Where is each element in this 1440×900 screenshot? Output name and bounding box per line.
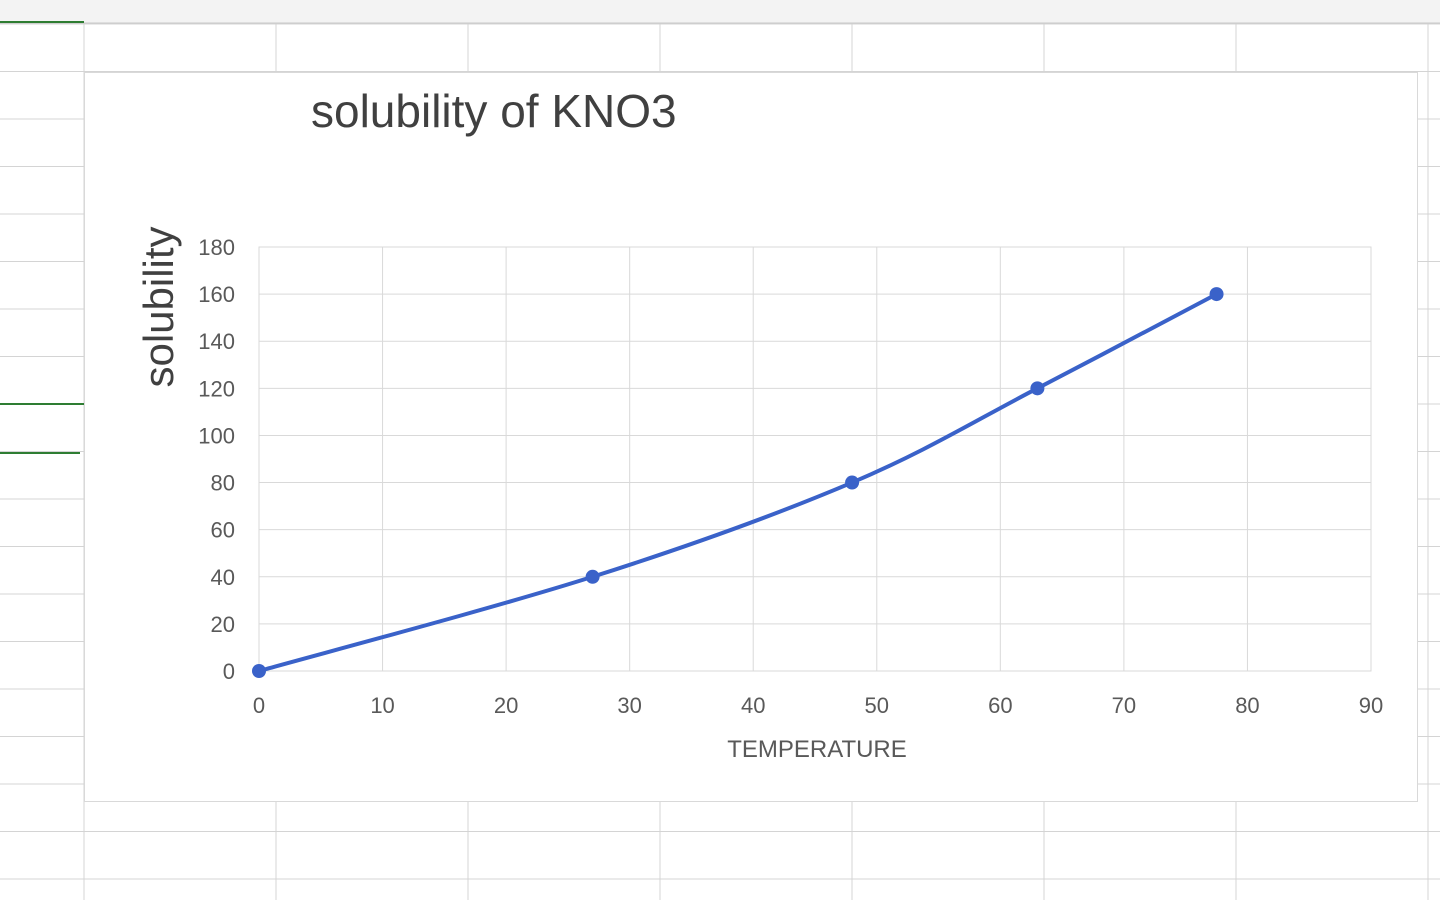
chart-title: solubility of KNO3 <box>311 85 677 137</box>
x-axis-title: TEMPERATURE <box>727 736 907 763</box>
y-axis-ticks: 0 20 40 60 80 100 120 140 160 180 <box>198 235 235 684</box>
data-point-marker[interactable] <box>1030 381 1045 396</box>
plot-gridlines <box>258 246 1372 672</box>
y-tick-label: 100 <box>198 423 235 448</box>
x-tick-label: 40 <box>741 693 765 718</box>
chart-area[interactable]: solubility of KNO3 0 20 40 60 80 100 120 140 160… <box>84 72 1418 802</box>
x-axis-ticks: 0 10 20 30 40 50 60 70 80 90 <box>253 693 1383 718</box>
column-header-strip <box>0 0 1440 23</box>
plot-border <box>258 246 1372 672</box>
series-layer <box>252 287 1224 678</box>
x-tick-label: 10 <box>370 693 394 718</box>
y-tick-label: 160 <box>198 282 235 307</box>
data-point-marker[interactable] <box>585 569 600 584</box>
x-tick-label: 0 <box>253 693 265 718</box>
x-tick-label: 80 <box>1235 693 1259 718</box>
y-tick-label: 80 <box>211 471 235 496</box>
chart-svg: solubility of KNO3 020406080100120140160… <box>135 85 1383 763</box>
data-point-marker[interactable] <box>252 664 266 678</box>
y-tick-label: 180 <box>198 235 235 260</box>
x-tick-label: 70 <box>1112 693 1136 718</box>
series-line <box>257 292 1219 673</box>
y-tick-label: 120 <box>198 376 235 401</box>
x-tick-label: 50 <box>865 693 889 718</box>
x-tick-label: 90 <box>1359 693 1383 718</box>
y-axis-title: solubility <box>135 226 182 387</box>
data-point-marker[interactable] <box>845 475 860 490</box>
x-tick-label: 20 <box>494 693 518 718</box>
y-tick-label: 40 <box>211 565 235 590</box>
y-tick-label: 20 <box>211 612 235 637</box>
x-tick-label: 30 <box>617 693 641 718</box>
y-tick-label: 60 <box>211 518 235 543</box>
y-tick-label: 0 <box>223 659 235 684</box>
x-tick-label: 60 <box>988 693 1012 718</box>
y-tick-label: 140 <box>198 329 235 354</box>
data-point-marker[interactable] <box>1209 287 1224 302</box>
